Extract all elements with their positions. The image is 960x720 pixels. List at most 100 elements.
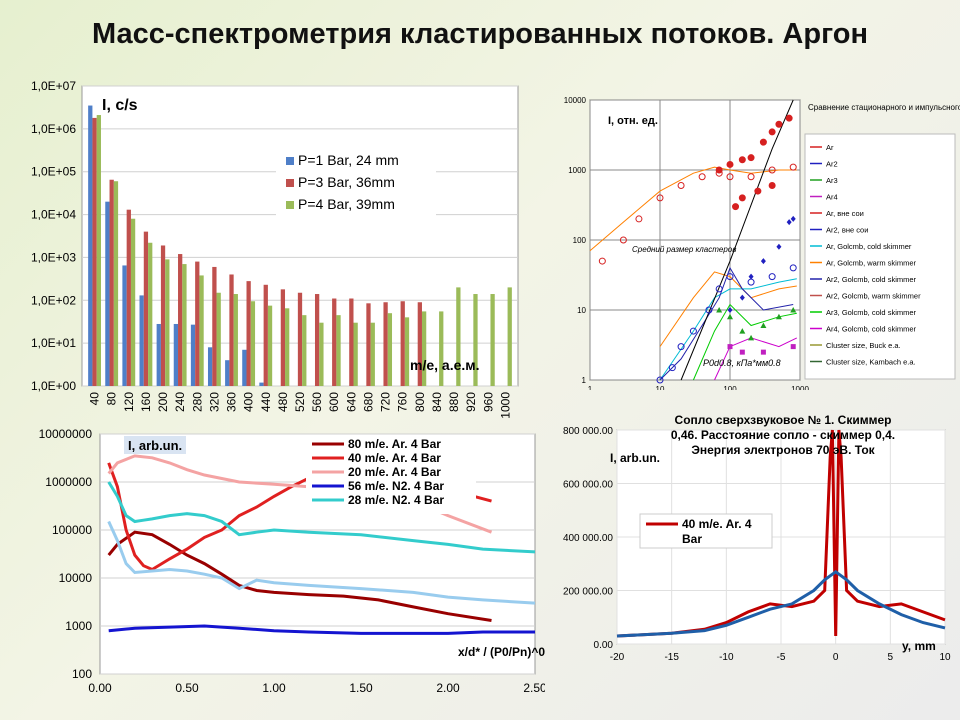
bar-xtick: 560 [310,392,324,412]
scan-ytick: 400 000.00 [563,533,613,544]
bar [259,382,264,386]
bar-ytick: 1,0E+01 [31,336,76,350]
scan-xtick: -5 [777,652,786,663]
scatter-legend-label: Ar2, Golcmb, warm skimmer [826,292,921,301]
profile-ytick: 100 [72,667,92,681]
scatter-annotation-size: Средний размер кластеров [632,245,736,254]
scatter-legend-label: Ar3, Golcmb, cold skimmer [826,308,917,317]
scatter-point [732,203,740,211]
profile-legend-label: 80 m/e. Ar. 4 Bar [348,437,441,451]
scatter-point [747,154,755,162]
bar [195,261,200,386]
scan-xtick: -20 [610,652,625,663]
scatter-point [739,294,745,301]
profile-series-line [107,481,536,554]
bar [88,105,93,386]
scatter-point [677,343,685,351]
bar [143,231,149,386]
scatter-fit-curve [659,271,797,347]
bar [439,311,444,386]
bar [302,315,307,386]
scatter-point [635,215,643,223]
scatter-point [715,285,723,293]
bar [182,264,187,386]
bar-legend-swatch [286,157,294,165]
bar [353,322,358,386]
scatter-point [748,273,754,280]
bar [92,117,97,386]
scatter-legend-label: Ar4, Golcmb, cold skimmer [826,325,917,334]
scatter-point [656,194,664,202]
scatter-point [739,328,746,334]
scatter-point [677,182,685,190]
profile-ytick: 1000000 [45,475,92,489]
scatter-point [716,307,723,313]
scatter-fit-curve [692,303,797,381]
profile-series-line [108,624,535,635]
scatter-note: Сравнение стационарного и импульсного те… [808,103,960,112]
scatter-point [738,156,746,164]
profile-ytick: 10000 [59,571,93,585]
scatter-point [689,327,697,335]
bar [332,298,337,386]
bar [404,317,410,386]
scatter-point [789,163,797,171]
bar [319,322,324,386]
scatter-legend-label: Ar3 [826,176,838,185]
bar-xtick: 360 [225,392,239,412]
scatter-point [768,273,776,281]
scatter-legend [804,133,956,380]
bar [229,274,234,386]
scatter-point [768,166,776,174]
bar-xtick: 40 [88,392,102,406]
scatter-legend-label: Ar2 [826,160,838,169]
scatter-point [656,376,664,384]
scatter-ytick: 10000 [564,96,587,105]
page-title: Масс-спектрометрия кластированных потоко… [92,18,868,50]
scan-legend-label: Bar [682,532,702,546]
bar [126,209,131,386]
scan-legend-label: 40 m/e. Ar. 4 [682,517,752,531]
scatter-fit-curve [659,266,794,381]
scatter-legend-label: Cluster size, Kambach e.a. [826,358,916,367]
bar [421,311,427,386]
scatter-xtick: 10 [656,385,665,390]
bar [225,360,230,386]
profile-legend-label: 28 m/e. N2. 4 Bar [348,493,444,507]
scatter-point [698,173,706,181]
bar [113,181,119,386]
bar [473,294,478,386]
bar [207,347,213,386]
profile-series-line [107,520,536,605]
bar [280,289,286,386]
scan-xtick: -15 [664,652,679,663]
scatter-ytick: 1000 [568,166,586,175]
scatter-fit-curve [680,99,794,381]
bar-xtick: 920 [464,392,478,412]
scan-ytick: 600 000.00 [563,480,613,491]
bar [105,201,110,386]
bar-ytick: 1,0E+06 [31,122,76,136]
scatter-xtick: 1 [588,385,593,390]
bar-ytick: 1,0E+07 [31,80,76,93]
profile-xtick: 1.00 [262,681,286,695]
bar [130,218,136,386]
scan-series-line [616,569,946,638]
profile-ytick: 1000 [65,619,92,633]
scatter-point [760,258,766,265]
bar-ylabel: I, c/s [102,97,138,114]
scatter-point [790,307,797,313]
bar-xtick: 440 [259,392,273,412]
scatter-ytick: 1 [582,376,587,385]
bar [148,242,153,386]
scatter-point [598,257,606,265]
bar-chart: 1,0E+00 1,0E+01 1,0E+02 1,0E+03 1,0E+04 1,0E+… [31,80,519,419]
bar-xtick: 80 [105,392,119,406]
profile-series-line [107,530,492,622]
bar [366,303,371,386]
scan-chart: 0.00 200 000.00 400 000.00 600 000.00 800 00… [563,413,951,663]
bar-ytick: 1,0E+05 [31,165,76,179]
bar-xtick: 720 [379,392,393,412]
bar-xtick: 200 [156,392,170,412]
scatter-point [790,344,796,350]
